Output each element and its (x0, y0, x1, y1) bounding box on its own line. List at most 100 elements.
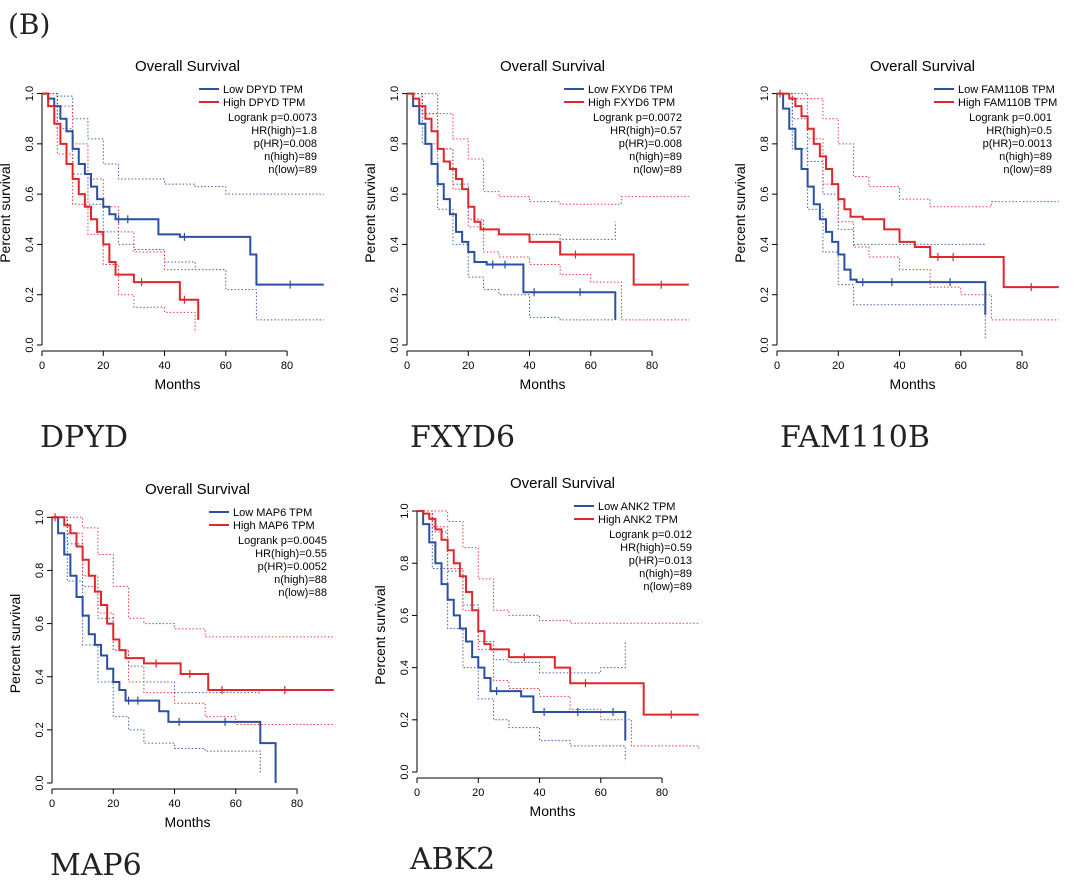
ci-line (417, 510, 700, 749)
survival-curve-low (407, 92, 617, 320)
x-tick-label: 80 (646, 360, 658, 372)
x-axis-label: Months (155, 376, 201, 392)
x-tick-label: 0 (414, 787, 420, 799)
legend-label: Low MAP6 TPM (233, 507, 312, 519)
x-tick-label: 20 (107, 798, 119, 810)
km-chart-3: Overall Survival 0.0 0.2 0.4 0.6 0.8 1.0 0 20 40 6… (7, 481, 355, 830)
y-tick-label: 0.4 (399, 660, 411, 675)
gene-name: FXYD6 (410, 420, 516, 455)
stat-text: n(high)=89 (999, 151, 1052, 163)
y-tick-label: 1.0 (399, 503, 411, 518)
ci-line (42, 93, 324, 195)
x-axis-label: Months (165, 814, 211, 830)
legend-label: High DPYD TPM (223, 97, 305, 109)
x-tick-label: 0 (404, 360, 410, 372)
y-tick-label: 0.6 (389, 186, 401, 201)
y-tick-label: 1.0 (34, 510, 46, 525)
ci-line (777, 93, 1059, 208)
survival-curve-high (42, 92, 200, 320)
x-tick-label: 40 (523, 360, 535, 372)
stat-text: HR(high)=0.57 (610, 125, 682, 137)
ci-line (777, 93, 986, 340)
stat-text: p(HR)=0.0013 (983, 138, 1052, 150)
legend-label: High FAM110B TPM (958, 97, 1057, 109)
y-tick-label: 0.8 (34, 563, 46, 578)
x-tick-label: 40 (893, 360, 905, 372)
y-axis-label: Percent survival (7, 594, 23, 694)
legend-label: Low FXYD6 TPM (588, 84, 673, 96)
y-tick-label: 0.4 (34, 669, 46, 684)
x-tick-label: 0 (774, 360, 780, 372)
y-tick-label: 0.8 (759, 136, 771, 151)
x-tick-label: 60 (955, 360, 967, 372)
ci-line (407, 93, 689, 205)
x-tick-label: 60 (595, 787, 607, 799)
y-tick-label: 0.4 (759, 237, 771, 252)
survival-curve-high (52, 516, 334, 691)
stat-text: n(high)=88 (274, 574, 327, 586)
x-tick-label: 60 (230, 798, 242, 810)
stat-text: n(high)=89 (629, 151, 682, 163)
y-tick-label: 0.4 (24, 237, 36, 252)
x-tick-label: 80 (291, 798, 303, 810)
stat-text: n(low)=89 (643, 581, 692, 593)
y-tick-label: 0.0 (399, 764, 411, 779)
y-tick-label: 0.0 (759, 337, 771, 352)
gene-name: MAP6 (50, 848, 142, 883)
stat-text: n(low)=89 (1003, 164, 1052, 176)
ci-line (42, 93, 196, 271)
stat-text: n(low)=89 (268, 164, 317, 176)
chart-title: Overall Survival (500, 58, 605, 75)
y-tick-label: 0.2 (389, 287, 401, 302)
legend-label: Low DPYD TPM (223, 84, 303, 96)
x-tick-label: 40 (168, 798, 180, 810)
survival-curve-high (777, 92, 1059, 289)
legend-box (930, 83, 1080, 111)
y-tick-label: 0.0 (389, 337, 401, 352)
y-axis-label: Percent survival (372, 585, 388, 685)
y-tick-label: 0.0 (24, 337, 36, 352)
km-chart-1: Overall Survival 0.0 0.2 0.4 0.6 0.8 1.0 0 20 40 6… (362, 58, 710, 392)
chart-title: Overall Survival (510, 475, 615, 492)
km-chart-0: Overall Survival 0.0 0.2 0.4 0.6 0.8 1.0 0 20 40 6… (0, 58, 345, 392)
x-tick-label: 20 (472, 787, 484, 799)
chart-title: Overall Survival (135, 58, 240, 75)
x-axis-label: Months (530, 803, 576, 819)
gene-name: FAM110B (780, 420, 930, 455)
stat-text: Logrank p=0.012 (609, 529, 692, 541)
legend-label: Low FAM110B TPM (958, 84, 1055, 96)
y-axis-label: Percent survival (362, 163, 378, 263)
y-tick-label: 0.2 (34, 722, 46, 737)
y-axis-label: Percent survival (0, 163, 13, 263)
y-tick-label: 1.0 (389, 86, 401, 101)
y-tick-label: 0.6 (759, 186, 771, 201)
survival-curve-high (407, 92, 689, 286)
legend-box (205, 506, 355, 534)
y-tick-label: 0.8 (24, 136, 36, 151)
gene-name: ABK2 (410, 842, 496, 877)
x-tick-label: 60 (585, 360, 597, 372)
ci-line (407, 93, 616, 240)
stat-text: Logrank p=0.0045 (238, 535, 327, 547)
survival-curve-high (417, 510, 699, 716)
y-axis-label: Percent survival (732, 163, 748, 263)
legend-box (195, 83, 345, 111)
x-tick-label: 80 (281, 360, 293, 372)
ci-line (42, 93, 324, 321)
y-tick-label: 0.4 (389, 237, 401, 252)
chart-title: Overall Survival (870, 58, 975, 75)
x-tick-label: 20 (832, 360, 844, 372)
stat-text: p(HR)=0.013 (629, 555, 692, 567)
stat-text: HR(high)=1.8 (251, 125, 317, 137)
y-tick-label: 0.8 (389, 136, 401, 151)
stat-text: Logrank p=0.001 (969, 112, 1052, 124)
y-tick-label: 0.6 (34, 616, 46, 631)
x-axis-label: Months (890, 376, 936, 392)
stat-text: p(HR)=0.008 (254, 138, 317, 150)
y-tick-label: 0.6 (399, 608, 411, 623)
x-tick-label: 0 (39, 360, 45, 372)
ci-line (417, 510, 699, 624)
km-chart-2: Overall Survival 0.0 0.2 0.4 0.6 0.8 1.0 0 20 40 6… (732, 58, 1080, 392)
stat-text: Logrank p=0.0073 (228, 112, 317, 124)
ci-line (407, 93, 616, 321)
